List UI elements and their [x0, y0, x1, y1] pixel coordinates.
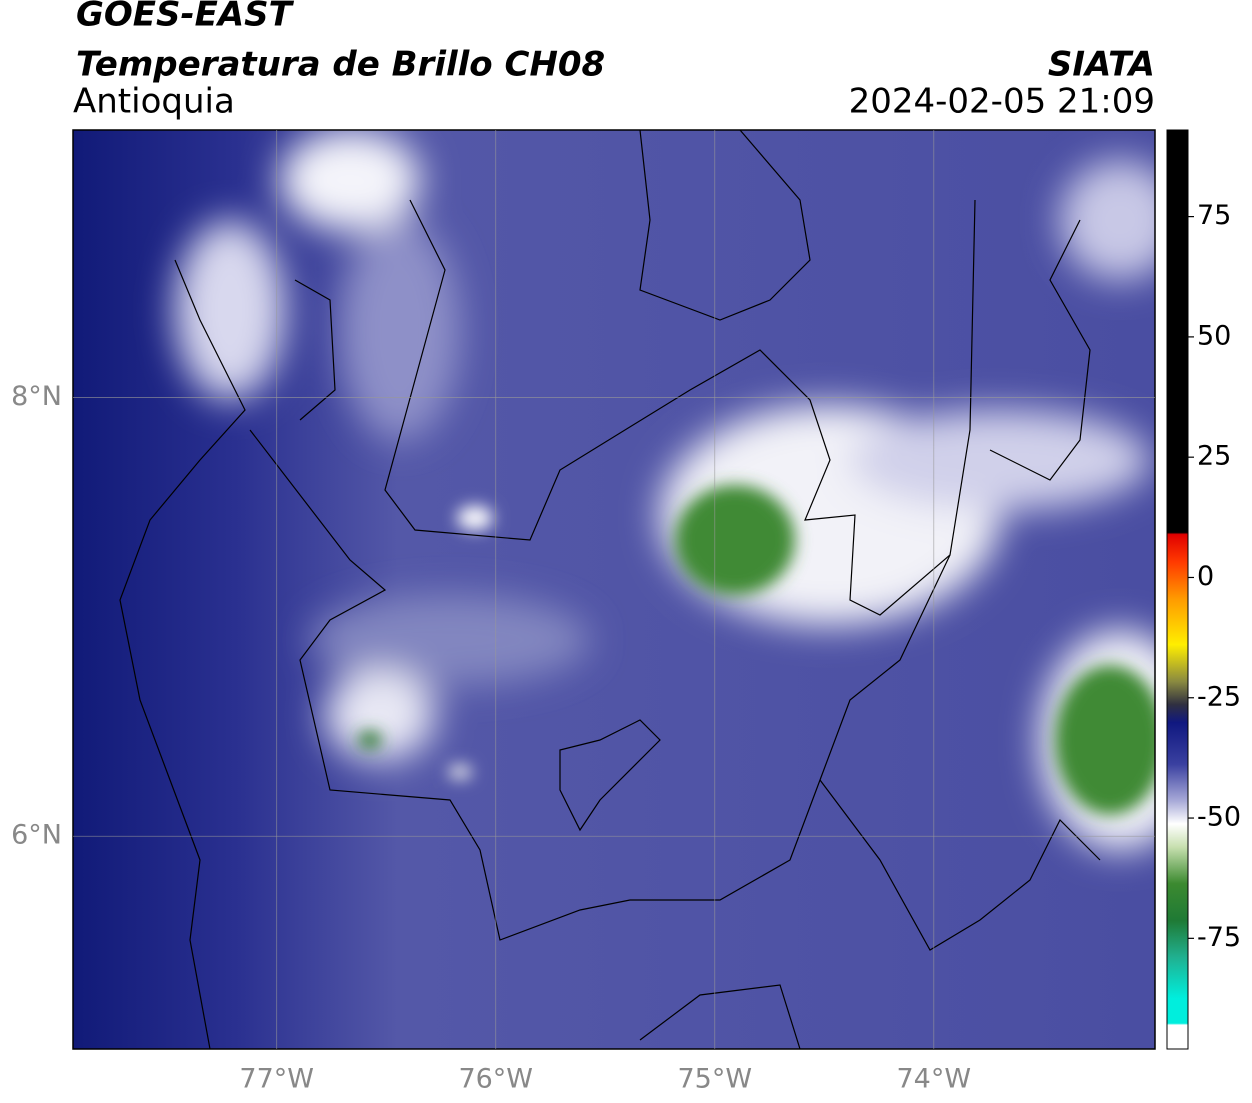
- x-tick-label: 74°W: [897, 1064, 972, 1095]
- x-tick-label: 76°W: [458, 1064, 533, 1095]
- axes: 77°W 76°W 75°W 74°W 8°N 6°N 75 50 25 0 -25 -50 -75: [11, 130, 1241, 1095]
- x-tick-label: 75°W: [677, 1064, 752, 1095]
- colorbar-tick-label: 25: [1197, 441, 1231, 472]
- colorbar-tick-label: 0: [1197, 561, 1214, 592]
- colorbar: [1166, 129, 1189, 1050]
- colorbar-tick-label: -75: [1197, 922, 1241, 953]
- x-tick-label: 77°W: [239, 1064, 314, 1095]
- map-frame: [72, 129, 1156, 1050]
- colorbar-tick-label: -25: [1197, 681, 1241, 712]
- title: GOES-EAST: [76, 0, 295, 35]
- region: Antioquia: [73, 82, 235, 122]
- satellite-image: [73, 130, 1155, 1049]
- source: SIATA: [1048, 45, 1155, 85]
- y-tick-label: 6°N: [11, 820, 62, 851]
- colorbar-tick-label: 75: [1197, 200, 1231, 231]
- subtitle: Temperatura de Brillo CH08: [76, 45, 605, 85]
- colorbar-tick-label: 50: [1197, 320, 1231, 351]
- y-tick-label: 8°N: [11, 381, 62, 412]
- datetime: 2024-02-05 21:09: [849, 82, 1155, 122]
- colorbar-tick-label: -50: [1197, 802, 1241, 833]
